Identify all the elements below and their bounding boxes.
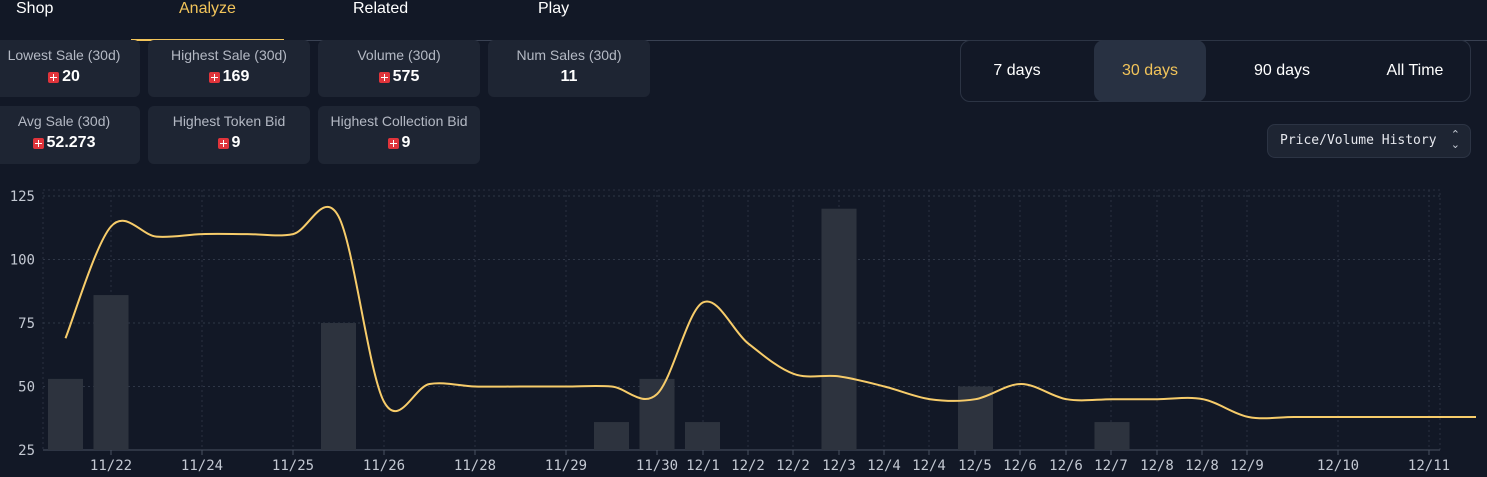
volume-bar bbox=[48, 378, 83, 450]
x-tick-label: 11/22 bbox=[90, 458, 132, 474]
stat-label: Highest Token Bid bbox=[172, 113, 286, 129]
x-tick-label: 12/5 bbox=[958, 458, 992, 474]
tab-label: Play bbox=[538, 0, 570, 17]
volume-bar bbox=[639, 378, 675, 450]
volume-bar bbox=[93, 295, 129, 450]
range-label: 30 days bbox=[1121, 62, 1179, 79]
range-label: 90 days bbox=[1253, 62, 1311, 79]
stat-label: Num Sales (30d) bbox=[516, 47, 622, 63]
y-tick-label: 50 bbox=[18, 380, 35, 396]
volume-bar bbox=[321, 323, 356, 450]
time-range-selector: 7 days 30 days 90 days All Time bbox=[960, 40, 1471, 102]
range-all-time[interactable]: All Time bbox=[1359, 40, 1471, 102]
stat-label: Lowest Sale (30d) bbox=[7, 47, 121, 63]
stat-value-row: 11 bbox=[488, 68, 650, 86]
stat-value: 9 bbox=[401, 134, 411, 151]
stat-value-row: 52.273 bbox=[0, 134, 140, 152]
stat-value: 20 bbox=[62, 68, 80, 85]
stat-highest-token-bid: Highest Token Bid 9 bbox=[148, 106, 310, 164]
stat-value-row: 575 bbox=[318, 68, 480, 86]
red-token-icon bbox=[208, 71, 220, 83]
stat-num-sales: Num Sales (30d) 11 bbox=[488, 40, 650, 97]
red-token-icon bbox=[387, 137, 399, 149]
y-tick-label: 125 bbox=[10, 189, 35, 205]
x-tick-label: 11/28 bbox=[454, 458, 496, 474]
x-tick-label: 12/4 bbox=[912, 458, 946, 474]
tab-label: Analyze bbox=[179, 0, 236, 17]
tab-shop[interactable]: Shop bbox=[0, 0, 110, 40]
range-90-days[interactable]: 90 days bbox=[1226, 40, 1338, 102]
range-7-days[interactable]: 7 days bbox=[961, 40, 1073, 102]
tab-label: Related bbox=[353, 0, 409, 17]
stat-value: 169 bbox=[222, 68, 250, 85]
x-tick-label: 12/8 bbox=[1140, 458, 1174, 474]
x-tick-label: 11/25 bbox=[272, 458, 314, 474]
range-label: All Time bbox=[1386, 62, 1444, 79]
y-tick-label: 100 bbox=[10, 253, 35, 269]
volume-bar bbox=[685, 422, 720, 450]
stat-volume: Volume (30d) 575 bbox=[318, 40, 480, 97]
stat-value-row: 169 bbox=[148, 68, 310, 86]
red-token-icon bbox=[378, 71, 390, 83]
stat-value: 52.273 bbox=[46, 134, 96, 151]
tab-label: Shop bbox=[16, 0, 54, 17]
y-tick-label: 25 bbox=[18, 443, 35, 459]
select-value: Price/Volume History bbox=[1280, 133, 1437, 148]
tab-related[interactable]: Related bbox=[330, 0, 440, 40]
x-tick-label: 12/6 bbox=[1003, 458, 1037, 474]
volume-bar bbox=[1094, 422, 1130, 450]
stat-label: Highest Collection Bid bbox=[330, 113, 468, 129]
red-token-icon bbox=[48, 71, 60, 83]
x-tick-label: 12/9 bbox=[1230, 458, 1264, 474]
stat-value-row: 20 bbox=[0, 68, 140, 86]
price-line bbox=[64, 206, 1476, 420]
volume-bar bbox=[821, 208, 857, 450]
x-tick-label: 12/4 bbox=[867, 458, 901, 474]
x-tick-label: 11/29 bbox=[545, 458, 587, 474]
stat-highest-sale: Highest Sale (30d) 169 bbox=[148, 40, 310, 97]
x-tick-label: 11/30 bbox=[636, 458, 678, 474]
stat-value: 11 bbox=[560, 68, 578, 85]
x-tick-label: 12/6 bbox=[1049, 458, 1083, 474]
volume-bar bbox=[594, 422, 629, 450]
stat-value-row: 9 bbox=[148, 134, 310, 152]
red-token-icon bbox=[217, 137, 229, 149]
x-tick-label: 12/11 bbox=[1408, 458, 1450, 474]
stat-avg-sale: Avg Sale (30d) 52.273 bbox=[0, 106, 140, 164]
stat-value-row: 9 bbox=[318, 134, 480, 152]
range-label: 7 days bbox=[993, 62, 1041, 79]
x-tick-label: 11/24 bbox=[181, 458, 223, 474]
x-tick-label: 12/8 bbox=[1185, 458, 1219, 474]
tab-analyze[interactable]: Analyze bbox=[131, 0, 284, 41]
stat-lowest-sale: Lowest Sale (30d) 20 bbox=[0, 40, 140, 97]
tab-play[interactable]: Play bbox=[510, 0, 600, 40]
x-tick-label: 12/2 bbox=[776, 458, 810, 474]
top-tab-bar: Shop Analyze Related Play bbox=[0, 0, 1487, 41]
stat-value: 9 bbox=[231, 134, 241, 151]
x-tick-label: 11/26 bbox=[363, 458, 405, 474]
stat-value: 575 bbox=[392, 68, 420, 85]
y-tick-label: 75 bbox=[18, 316, 35, 332]
stat-highest-collection-bid: Highest Collection Bid 9 bbox=[318, 106, 480, 164]
range-30-days[interactable]: 30 days bbox=[1094, 40, 1206, 102]
red-token-icon bbox=[32, 137, 44, 149]
stat-label: Volume (30d) bbox=[357, 47, 441, 63]
plot-frame bbox=[42, 189, 1441, 451]
x-tick-label: 12/7 bbox=[1094, 458, 1128, 474]
x-tick-label: 12/2 bbox=[731, 458, 765, 474]
stat-label: Highest Sale (30d) bbox=[171, 47, 287, 63]
volume-bar bbox=[958, 386, 993, 450]
x-tick-label: 12/3 bbox=[822, 458, 856, 474]
chevron-up-down-icon: ⌃ ⌄ bbox=[1450, 128, 1460, 151]
chart-type-select[interactable]: Price/Volume History ⌃ ⌄ bbox=[1267, 124, 1471, 158]
x-tick-label: 12/10 bbox=[1317, 458, 1359, 474]
x-tick-label: 12/1 bbox=[686, 458, 720, 474]
stat-label: Avg Sale (30d) bbox=[17, 113, 111, 129]
